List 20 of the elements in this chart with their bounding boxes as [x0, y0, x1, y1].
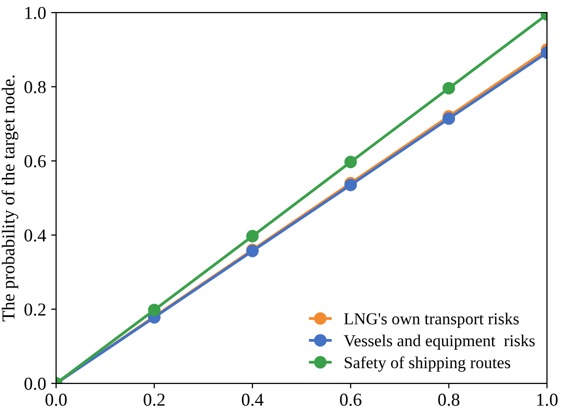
y-tick-label: 0.2: [24, 303, 46, 316]
point: [442, 82, 456, 94]
legend-label: Vessels and equipment risks: [344, 334, 535, 350]
x-tick-label: 0.6: [340, 394, 362, 406]
y-tick-label: 1.0: [25, 6, 46, 20]
y-tick-label: 0.0: [24, 378, 46, 390]
y-tick-label: 0.4: [24, 229, 46, 242]
legend-label: Safety of shipping routes: [344, 356, 510, 372]
point: [148, 304, 161, 316]
x-tick-label: 0.8: [438, 394, 460, 406]
y-tick-label: 0.6: [24, 155, 46, 168]
x-tick-label: 0.4: [242, 394, 264, 406]
y-tick-label: 0.8: [24, 80, 46, 94]
x-tick-label: 0.0: [46, 394, 67, 406]
y-axis-title: The probability of the target node.: [2, 75, 18, 322]
point: [246, 230, 259, 242]
point: [344, 156, 357, 168]
x-tick-label: 1.0: [537, 394, 558, 406]
legend-label: LNG's own transport risks: [344, 312, 519, 328]
x-tick-label: 0.2: [144, 394, 165, 406]
